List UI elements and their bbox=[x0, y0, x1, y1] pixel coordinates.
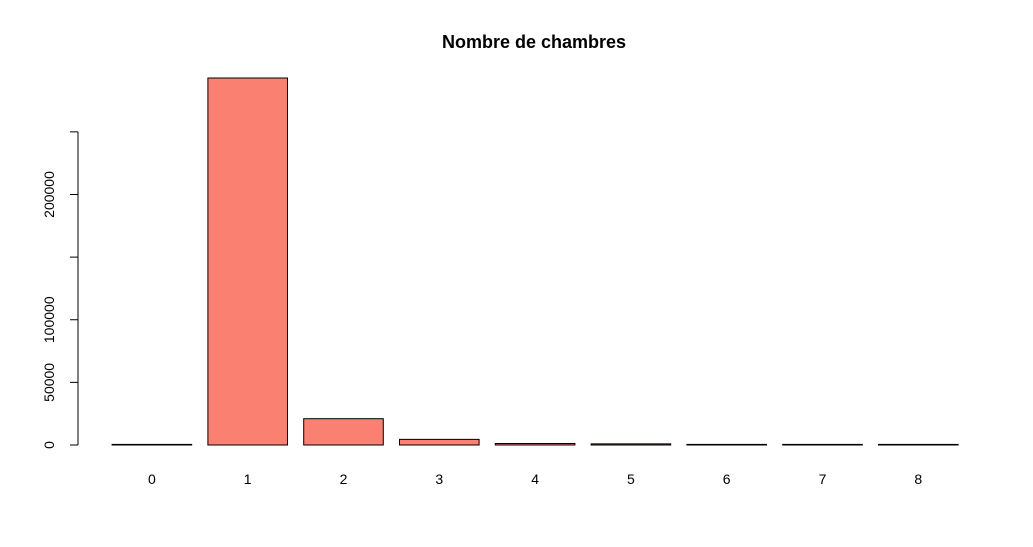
bar-6 bbox=[686, 443, 768, 446]
y-tick-label: 50000 bbox=[41, 363, 57, 402]
bar-4 bbox=[494, 442, 576, 446]
x-axis-labels: 0 1 2 3 4 5 6 7 8 bbox=[148, 471, 922, 487]
bars bbox=[111, 77, 959, 446]
y-tick-label: 100000 bbox=[41, 296, 57, 343]
y-tick-label: 0 bbox=[41, 441, 57, 449]
bar-3 bbox=[399, 438, 480, 446]
x-tick-label: 1 bbox=[244, 471, 252, 487]
x-tick-label: 0 bbox=[148, 471, 156, 487]
x-tick-label: 2 bbox=[340, 471, 348, 487]
y-tick-label: 200000 bbox=[41, 171, 57, 218]
x-tick-label: 7 bbox=[819, 471, 827, 487]
bar-2 bbox=[303, 418, 384, 446]
bar-8 bbox=[878, 443, 959, 446]
x-tick-label: 3 bbox=[435, 471, 443, 487]
x-tick-label: 8 bbox=[914, 471, 922, 487]
x-tick-label: 5 bbox=[627, 471, 635, 487]
bar-1 bbox=[207, 77, 288, 446]
x-tick-label: 4 bbox=[531, 471, 539, 487]
x-tick-label: 6 bbox=[723, 471, 731, 487]
y-axis: 0 50000 100000 200000 bbox=[41, 131, 79, 449]
chart-title: Nombre de chambres bbox=[442, 32, 626, 52]
bar-0 bbox=[111, 443, 193, 446]
bar-7 bbox=[782, 443, 863, 446]
bar-5 bbox=[590, 443, 672, 446]
